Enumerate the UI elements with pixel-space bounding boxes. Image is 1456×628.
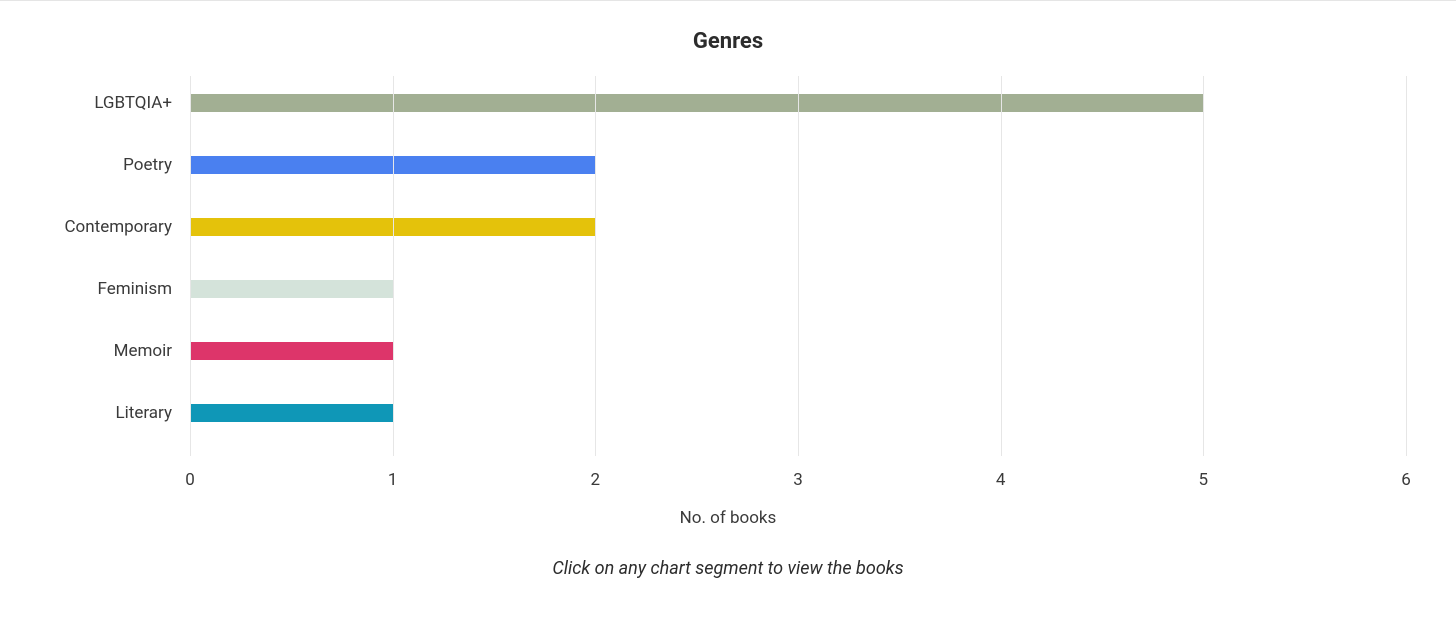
grid-line [595, 76, 596, 456]
bar-segment[interactable] [190, 280, 393, 298]
category-label: LGBTQIA+ [94, 93, 172, 113]
bar-segment[interactable] [190, 94, 1203, 112]
category-label: Memoir [114, 341, 172, 361]
grid-line [190, 76, 191, 456]
grid-line [1001, 76, 1002, 456]
x-tick-label: 3 [793, 470, 803, 490]
x-tick-label: 0 [185, 470, 195, 490]
category-label: Feminism [98, 279, 172, 299]
x-axis-label: No. of books [0, 508, 1456, 528]
grid-line [393, 76, 394, 456]
category-label: Literary [116, 403, 173, 423]
category-label: Contemporary [64, 217, 172, 237]
chart-title: Genres [0, 29, 1456, 54]
grid-line [1203, 76, 1204, 456]
bar-segment[interactable] [190, 404, 393, 422]
plot-area: LGBTQIA+PoetryContemporaryFeminismMemoir… [190, 76, 1406, 456]
grid-line [1406, 76, 1407, 456]
x-tick-label: 6 [1401, 470, 1411, 490]
grid-line [798, 76, 799, 456]
x-tick-label: 2 [591, 470, 601, 490]
chart-container: Genres LGBTQIA+PoetryContemporaryFeminis… [0, 0, 1456, 628]
x-tick-label: 5 [1199, 470, 1209, 490]
bar-segment[interactable] [190, 342, 393, 360]
x-tick-label: 4 [996, 470, 1006, 490]
x-ticks: 0123456 [190, 470, 1406, 494]
chart-hint: Click on any chart segment to view the b… [0, 558, 1456, 579]
category-label: Poetry [123, 155, 172, 175]
x-tick-label: 1 [388, 470, 398, 490]
